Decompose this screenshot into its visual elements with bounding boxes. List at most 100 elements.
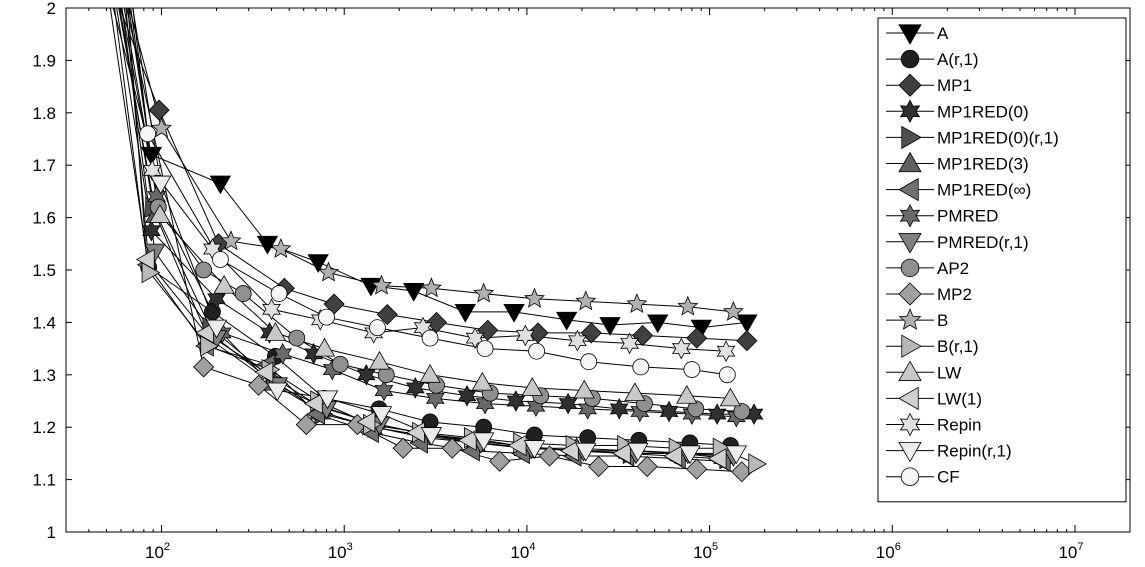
data-point (141, 219, 161, 242)
data-point (679, 445, 701, 465)
data-point (719, 387, 742, 407)
data-point (303, 392, 323, 415)
data-point (573, 379, 595, 399)
series-markers-lw (149, 204, 742, 407)
data-point (733, 403, 751, 420)
legend-marker (901, 334, 922, 358)
legend-label: LW (937, 363, 961, 382)
y-tick-label: 1.2 (32, 418, 56, 437)
series-markers-repin-r-1 (150, 175, 747, 465)
legend-label: Repin (937, 416, 981, 435)
data-point (686, 327, 708, 349)
data-point (457, 384, 477, 407)
legend-item-a-r-1: A(r,1) (886, 49, 979, 69)
legend-item-lw-1: LW(1) (886, 386, 982, 411)
data-point (568, 329, 587, 352)
data-point (374, 379, 394, 402)
legend-item-mp1red-inf: MP1RED(∞) (886, 177, 1031, 202)
legend-item-cf: CF (886, 467, 960, 487)
data-point (402, 283, 425, 302)
legend-label: PMRED(r,1) (937, 233, 1029, 252)
data-point (575, 290, 597, 311)
data-point (473, 432, 495, 452)
data-point (471, 371, 494, 391)
data-point (205, 319, 228, 339)
series-markers-a (140, 146, 758, 339)
data-point (369, 319, 386, 337)
legend-label: MP1RED(3) (937, 155, 1029, 174)
legend-label: AP2 (937, 259, 969, 278)
data-point (626, 293, 648, 314)
y-tick-label: 2 (47, 0, 56, 18)
data-point (647, 314, 669, 334)
data-point (521, 377, 543, 396)
legend-marker (899, 99, 921, 124)
series-layer (109, 8, 768, 483)
data-point (736, 314, 758, 334)
series-markers-b (151, 117, 744, 321)
data-point (527, 322, 549, 344)
data-point (677, 295, 699, 316)
data-point (318, 308, 335, 326)
data-point (270, 237, 292, 258)
data-point (420, 427, 443, 446)
y-tick-label: 1.4 (32, 313, 56, 332)
x-tick-label: 103 (328, 541, 353, 562)
data-point (142, 159, 162, 182)
data-point (207, 287, 226, 310)
data-point (507, 434, 527, 457)
data-point (421, 329, 439, 347)
data-point (624, 382, 646, 402)
data-point (220, 230, 242, 251)
series-line-b-r-1 (125, 8, 757, 465)
data-point (725, 445, 747, 465)
data-point (560, 440, 579, 462)
data-point (506, 390, 526, 412)
data-point (457, 429, 477, 451)
legend-item-mp1: MP1 (886, 73, 972, 97)
data-point (609, 398, 629, 420)
data-point (193, 356, 215, 378)
data-point (441, 437, 463, 459)
legend-marker (899, 203, 921, 228)
data-point (620, 332, 640, 355)
data-point (425, 387, 445, 410)
data-point (288, 329, 306, 347)
legend-label: CF (937, 468, 960, 487)
data-point (580, 322, 602, 344)
data-point (370, 406, 393, 425)
legend-marker (898, 177, 919, 202)
data-point (722, 300, 744, 321)
data-point (612, 442, 631, 465)
data-point (392, 437, 414, 459)
y-tick-label: 1.5 (32, 261, 56, 280)
data-point (632, 324, 654, 347)
legend-marker (898, 360, 922, 381)
data-point (683, 361, 701, 378)
data-point (425, 311, 448, 333)
legend-marker (898, 73, 922, 97)
legend-marker (898, 282, 922, 306)
data-point (558, 392, 578, 415)
x-tick-label: 105 (693, 541, 718, 562)
legend-item-mp2: MP2 (886, 282, 972, 306)
legend-box (877, 17, 1127, 503)
data-point (454, 304, 476, 323)
y-tick-label: 1.8 (32, 104, 56, 123)
data-point (524, 287, 545, 308)
data-point (331, 355, 349, 373)
data-point (718, 366, 736, 384)
data-point (736, 330, 758, 352)
data-point (748, 453, 768, 475)
data-point (368, 350, 391, 370)
data-point (140, 146, 163, 166)
data-point (211, 251, 229, 268)
legend-label: PMRED (937, 207, 998, 226)
data-point (371, 274, 392, 295)
data-point (356, 411, 376, 433)
data-point (588, 455, 610, 478)
legend-label: A (937, 24, 949, 43)
data-point (262, 298, 281, 321)
legend-item-pmred-r-1: PMRED(r,1) (886, 233, 1029, 254)
legend-marker (898, 151, 922, 173)
